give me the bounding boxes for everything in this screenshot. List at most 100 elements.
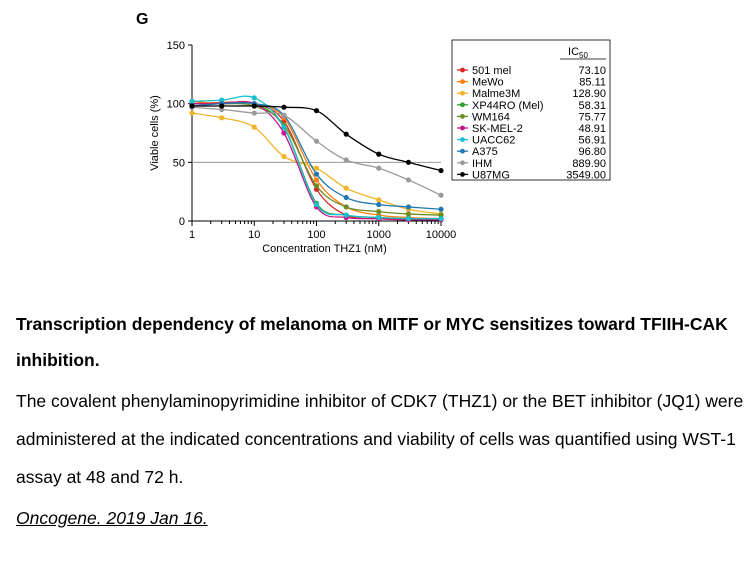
legend-series-name: MeWo bbox=[472, 77, 504, 89]
legend-series-name: 501 mel bbox=[472, 65, 511, 77]
x-tick-label: 100 bbox=[307, 229, 325, 241]
data-point bbox=[219, 115, 225, 121]
data-point bbox=[376, 201, 382, 208]
series-malme3m bbox=[189, 110, 444, 217]
data-point bbox=[405, 177, 412, 183]
data-point bbox=[189, 98, 195, 104]
y-tick-label: 150 bbox=[167, 40, 185, 52]
series-curve bbox=[192, 105, 442, 172]
legend-swatch-marker bbox=[460, 90, 465, 96]
data-point bbox=[251, 95, 257, 101]
caption-reference-link[interactable]: Oncogene. 2019 Jan 16. bbox=[16, 508, 208, 528]
legend-swatch-marker bbox=[460, 137, 465, 143]
y-tick-label: 50 bbox=[173, 157, 185, 169]
data-point bbox=[405, 211, 412, 217]
series-curve bbox=[191, 102, 442, 216]
data-point bbox=[313, 138, 320, 144]
series-curve bbox=[191, 112, 442, 215]
legend-entry: MeWo 85.11 bbox=[457, 77, 606, 89]
legend-ic50-value: 75.77 bbox=[578, 111, 606, 123]
data-point bbox=[281, 104, 287, 110]
x-tick-label: 1 bbox=[189, 229, 195, 241]
data-point bbox=[343, 131, 349, 137]
legend-swatch-marker bbox=[460, 125, 465, 131]
legend-ic50-value: 889.90 bbox=[572, 158, 606, 170]
data-point bbox=[313, 177, 320, 183]
legend-swatch-marker bbox=[460, 102, 465, 108]
legend-entry: A375 96.80 bbox=[457, 146, 606, 158]
x-tick-label: 10000 bbox=[426, 229, 457, 241]
data-point bbox=[343, 194, 349, 201]
data-point bbox=[405, 159, 412, 165]
data-point bbox=[405, 204, 412, 210]
data-point bbox=[376, 209, 382, 215]
caption-title: Transcription dependency of melanoma on … bbox=[16, 314, 728, 370]
chart-axes: 0 50 100 150 1 10 100 1000 10000 Concentration TH… bbox=[149, 40, 456, 255]
legend-series-name: Malme3M bbox=[472, 88, 520, 100]
legend-entry: SK-MEL-2 48.91 bbox=[457, 123, 606, 135]
legend-series-name: IHM bbox=[472, 158, 492, 170]
legend-ic50-value: 56.91 bbox=[578, 135, 606, 147]
data-point bbox=[251, 124, 257, 130]
legend-series-name: WM164 bbox=[472, 111, 510, 123]
data-point bbox=[438, 216, 444, 222]
legend-ic50-value: 73.10 bbox=[578, 65, 606, 77]
series-uacc62 bbox=[189, 95, 444, 222]
x-axis-label: Concentration THZ1 (nM) bbox=[262, 243, 387, 255]
data-point bbox=[438, 192, 444, 198]
legend-entry: U87MG 3549.00 bbox=[457, 169, 606, 181]
legend-entry: IHM 889.90 bbox=[457, 158, 606, 170]
y-tick-label: 0 bbox=[179, 216, 185, 228]
legend-entry: XP44RO (Mel) 58.31 bbox=[457, 100, 606, 112]
data-point bbox=[343, 204, 349, 210]
data-point bbox=[438, 167, 444, 174]
legend-entry: WM164 75.77 bbox=[457, 111, 606, 123]
legend-series-name: U87MG bbox=[472, 169, 510, 181]
data-point bbox=[376, 151, 382, 157]
data-point bbox=[281, 112, 287, 118]
legend-series-name: XP44RO (Mel) bbox=[472, 100, 544, 112]
legend-ic50-value: 85.11 bbox=[579, 77, 606, 89]
legend-swatch-marker bbox=[460, 67, 465, 73]
y-tick-label: 100 bbox=[167, 99, 185, 111]
data-point bbox=[219, 103, 225, 109]
data-point bbox=[376, 214, 382, 221]
series-u87mg bbox=[189, 103, 444, 174]
data-point bbox=[376, 197, 382, 203]
legend-box bbox=[451, 39, 611, 181]
data-point bbox=[251, 103, 257, 109]
legend-swatch-marker bbox=[460, 114, 465, 119]
chart-figure: G 0 50 100 150 1 10 100 1000 10000 Concentration … bbox=[136, 11, 611, 255]
legend-swatch-marker bbox=[460, 148, 465, 154]
panel-label: G bbox=[136, 11, 148, 28]
x-tick-label: 10 bbox=[248, 229, 260, 241]
legend-series-name: A375 bbox=[472, 146, 498, 158]
y-axis-label: Viable cells (%) bbox=[149, 95, 161, 171]
data-point bbox=[376, 165, 382, 171]
x-tick-label: 1000 bbox=[367, 229, 391, 241]
data-point bbox=[313, 171, 320, 177]
legend-series-name: SK-MEL-2 bbox=[472, 123, 523, 135]
data-point bbox=[313, 201, 320, 208]
legend-swatch-marker bbox=[460, 172, 465, 177]
legend-ic50-value: 48.91 bbox=[578, 123, 606, 135]
data-point bbox=[281, 153, 287, 160]
data-point bbox=[251, 110, 257, 116]
legend-ic50-value: 3549.00 bbox=[566, 169, 606, 181]
series-a375 bbox=[189, 101, 444, 212]
data-point bbox=[189, 110, 195, 116]
data-point bbox=[189, 103, 195, 109]
legend-entry: UACC62 56.91 bbox=[457, 135, 606, 147]
data-point bbox=[405, 216, 412, 222]
data-point bbox=[343, 185, 349, 191]
data-point bbox=[281, 124, 287, 130]
data-point bbox=[343, 157, 349, 163]
data-point bbox=[281, 130, 287, 136]
legend-entry: Malme3M 128.90 bbox=[457, 88, 606, 100]
data-point bbox=[438, 206, 444, 212]
series-curve bbox=[191, 95, 442, 220]
legend-swatch-marker bbox=[460, 160, 465, 166]
chart-plot-area bbox=[189, 95, 444, 223]
legend-swatch-marker bbox=[460, 79, 465, 84]
legend-ic50-value: 96.80 bbox=[578, 146, 606, 158]
